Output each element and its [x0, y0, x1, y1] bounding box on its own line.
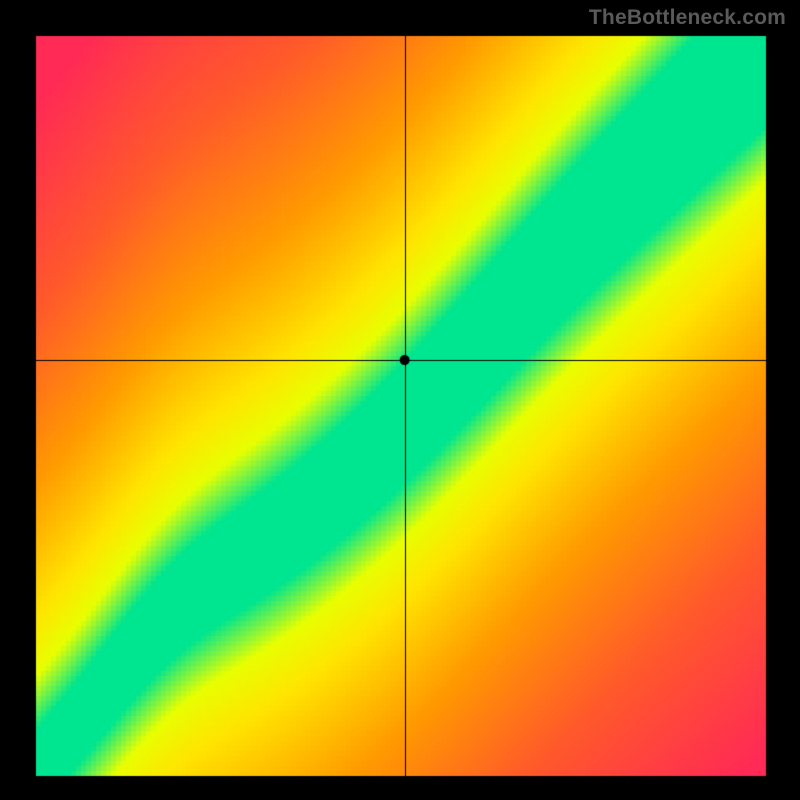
chart-container: { "watermark": { "text": "TheBottleneck.… — [0, 0, 800, 800]
watermark-label: TheBottleneck.com — [589, 6, 786, 30]
bottleneck-heatmap — [0, 0, 800, 800]
